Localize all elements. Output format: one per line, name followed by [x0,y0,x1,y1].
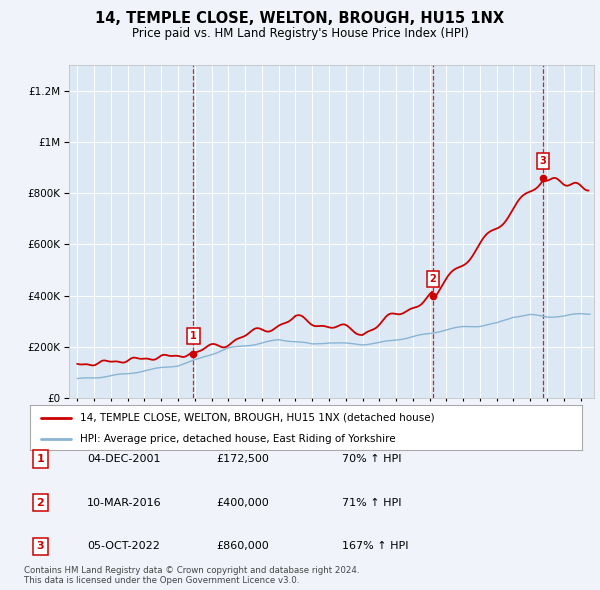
Text: 1: 1 [190,331,197,341]
Text: 3: 3 [37,542,44,551]
Text: £172,500: £172,500 [216,454,269,464]
Text: HPI: Average price, detached house, East Riding of Yorkshire: HPI: Average price, detached house, East… [80,434,395,444]
Text: This data is licensed under the Open Government Licence v3.0.: This data is licensed under the Open Gov… [24,576,299,585]
Text: 167% ↑ HPI: 167% ↑ HPI [342,542,409,551]
Text: 2: 2 [37,498,44,507]
Text: £400,000: £400,000 [216,498,269,507]
Text: 04-DEC-2001: 04-DEC-2001 [87,454,161,464]
Text: Contains HM Land Registry data © Crown copyright and database right 2024.: Contains HM Land Registry data © Crown c… [24,566,359,575]
Text: 14, TEMPLE CLOSE, WELTON, BROUGH, HU15 1NX: 14, TEMPLE CLOSE, WELTON, BROUGH, HU15 1… [95,11,505,27]
Text: 10-MAR-2016: 10-MAR-2016 [87,498,161,507]
Text: 3: 3 [539,156,546,166]
Text: 2: 2 [430,274,436,284]
Text: £860,000: £860,000 [216,542,269,551]
Text: Price paid vs. HM Land Registry's House Price Index (HPI): Price paid vs. HM Land Registry's House … [131,27,469,40]
Text: 05-OCT-2022: 05-OCT-2022 [87,542,160,551]
Text: 70% ↑ HPI: 70% ↑ HPI [342,454,401,464]
Text: 71% ↑ HPI: 71% ↑ HPI [342,498,401,507]
Text: 1: 1 [37,454,44,464]
Text: 14, TEMPLE CLOSE, WELTON, BROUGH, HU15 1NX (detached house): 14, TEMPLE CLOSE, WELTON, BROUGH, HU15 1… [80,413,434,422]
